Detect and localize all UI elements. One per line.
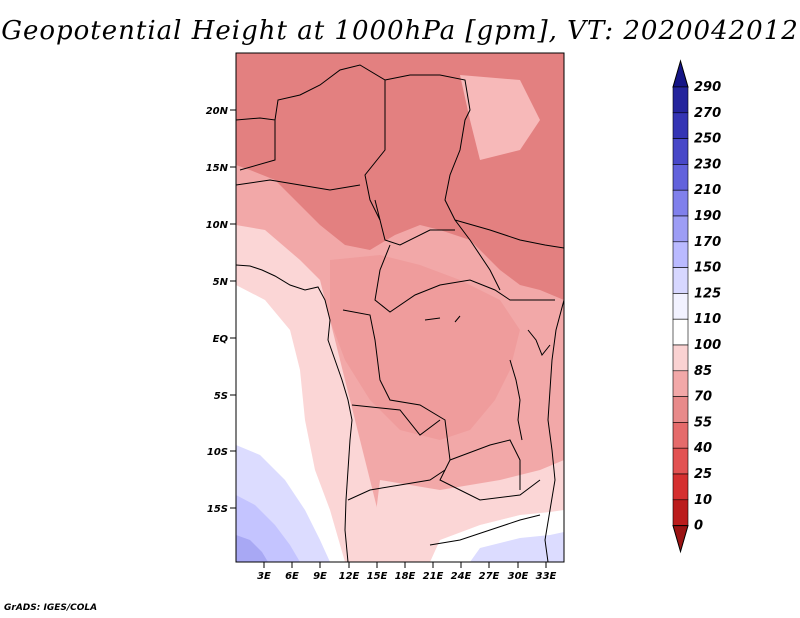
borders-south xyxy=(347,404,541,546)
lat-label-5n: 5N xyxy=(213,277,229,288)
colorbar-label: 250 xyxy=(694,132,721,147)
lon-label-27e: 27E xyxy=(479,571,500,582)
field-mid-center xyxy=(330,255,520,440)
height-field xyxy=(236,53,564,562)
lat-label-10n: 10N xyxy=(206,220,229,231)
lat-label-15s: 15S xyxy=(207,504,228,515)
colorbar-box xyxy=(672,422,689,449)
coastline-east-africa xyxy=(544,299,564,562)
colorbar-box xyxy=(672,447,689,475)
credit-label: GrADS: IGES/COLA xyxy=(4,603,98,613)
lon-label-12e: 12E xyxy=(339,571,360,582)
lat-label-eq: EQ xyxy=(213,334,229,345)
colorbar-box xyxy=(672,318,689,346)
colorbar-label: 85 xyxy=(694,364,712,379)
colorbar-label: 150 xyxy=(694,261,721,276)
field-blue xyxy=(236,535,268,562)
lon-label-3e: 3E xyxy=(257,571,271,582)
colorbar-box xyxy=(672,164,689,191)
colorbar-box xyxy=(672,267,689,294)
coastline-west-africa xyxy=(236,264,353,562)
lon-axis: 3E 6E 9E 12E 15E 18E 21E 24E 27E 30E 33E xyxy=(257,562,557,582)
borders-central xyxy=(342,199,564,501)
lon-label-6e: 6E xyxy=(285,571,299,582)
lon-label-15e: 15E xyxy=(367,571,388,582)
colorbar-box xyxy=(672,396,689,423)
colorbar-box xyxy=(672,112,689,139)
lat-label-20n: 20N xyxy=(206,106,229,117)
lat-axis: 20N 15N 10N 5N EQ 5S 10S 15S xyxy=(206,106,236,515)
borders-sahel xyxy=(236,64,501,291)
boundaries xyxy=(236,64,564,562)
lon-label-18e: 18E xyxy=(395,571,416,582)
colorbar-label: 100 xyxy=(694,338,721,353)
lakes-east xyxy=(424,315,551,441)
colorbar-label: 210 xyxy=(694,183,721,198)
colorbar-label: 40 xyxy=(693,441,712,456)
lon-label-9e: 9E xyxy=(313,571,327,582)
colorbar-label: 10 xyxy=(694,493,712,508)
map-title: Geopotential Height at 1000hPa [gpm], VT… xyxy=(1,16,799,46)
lon-label-30e: 30E xyxy=(508,571,529,582)
colorbar-box xyxy=(672,473,689,501)
colorbar-box xyxy=(672,241,689,268)
colorbar: 2902702502302101901701501251101008570554… xyxy=(672,59,721,554)
colorbar-box xyxy=(672,215,689,243)
colorbar-label: 125 xyxy=(694,286,721,301)
colorbar-label: 230 xyxy=(694,157,721,172)
map-frame xyxy=(235,52,565,563)
colorbar-box xyxy=(672,189,689,217)
field-pale-blue-se xyxy=(470,532,564,562)
colorbar-label: 25 xyxy=(694,467,712,482)
colorbar-box xyxy=(672,293,689,320)
lon-label-24e: 24E xyxy=(451,571,472,582)
colorbar-box xyxy=(672,370,689,397)
colorbar-bottom-arrow xyxy=(672,525,689,554)
colorbar-label: 110 xyxy=(694,312,721,327)
colorbar-top-arrow xyxy=(672,59,689,88)
colorbar-label: 270 xyxy=(694,106,721,121)
colorbar-label: 170 xyxy=(694,235,721,250)
colorbar-box xyxy=(672,86,689,114)
colorbar-box xyxy=(672,344,689,372)
colorbar-label: 70 xyxy=(694,390,712,405)
colorbar-label: 190 xyxy=(694,209,721,224)
colorbar-box xyxy=(672,138,689,165)
colorbar-label: 55 xyxy=(694,415,712,430)
lat-label-15n: 15N xyxy=(206,163,229,174)
colorbar-box xyxy=(672,499,689,526)
lon-label-33e: 33E xyxy=(536,571,557,582)
field-light-east xyxy=(460,75,540,160)
colorbar-label: 290 xyxy=(694,80,721,95)
lat-label-10s: 10S xyxy=(207,447,228,458)
lat-label-5s: 5S xyxy=(214,391,228,402)
lon-label-21e: 21E xyxy=(423,571,444,582)
colorbar-label: 0 xyxy=(694,519,703,534)
